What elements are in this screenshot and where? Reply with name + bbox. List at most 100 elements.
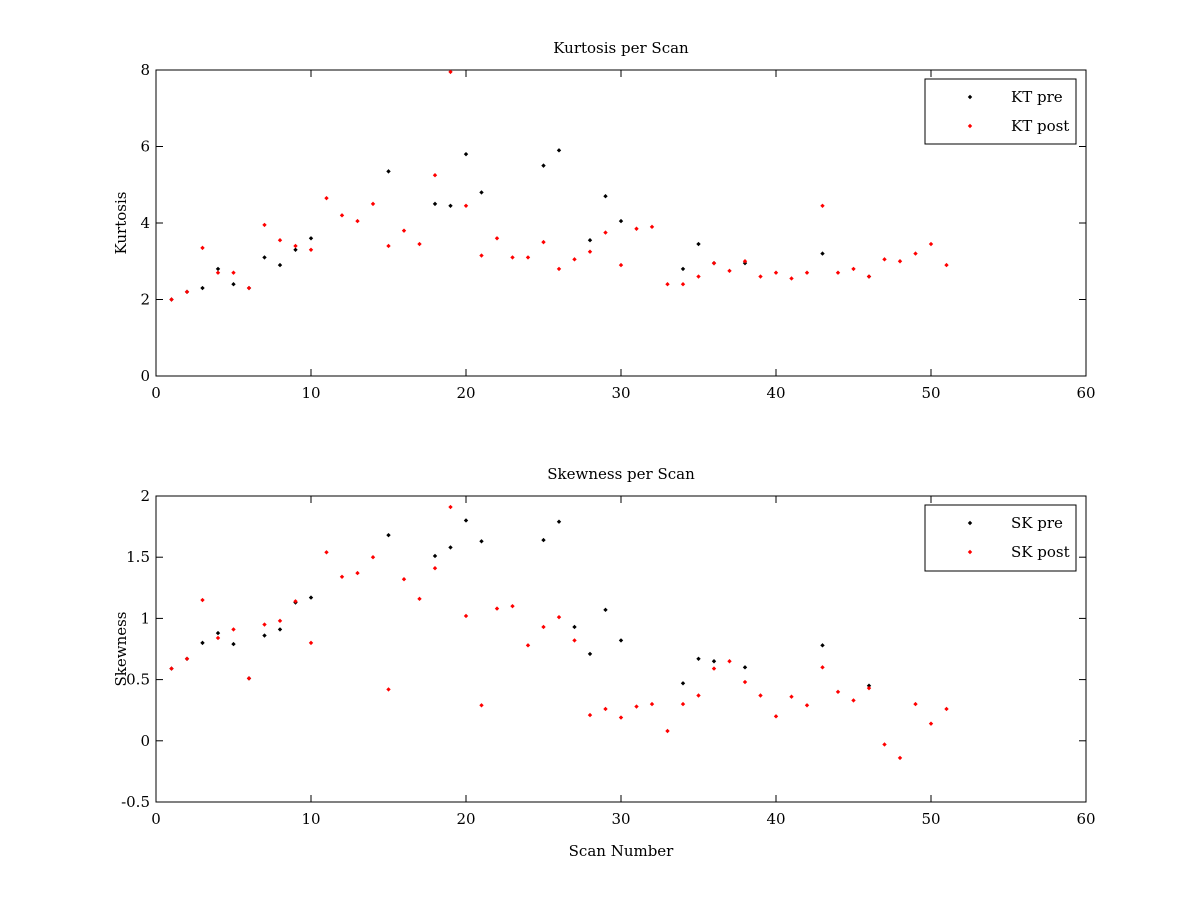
x-tick-label: 10 <box>301 810 320 828</box>
data-point <box>494 236 500 241</box>
x-tick-label: 10 <box>301 384 320 402</box>
data-point <box>169 666 174 671</box>
data-point <box>432 201 438 207</box>
series-sk-post <box>169 504 949 761</box>
data-point <box>293 243 298 249</box>
data-point <box>355 570 360 576</box>
data-point <box>913 251 918 256</box>
data-point <box>262 633 267 638</box>
data-point <box>618 715 624 720</box>
data-point <box>308 640 314 646</box>
y-tick-label: 0.5 <box>126 671 150 689</box>
legend-box <box>924 78 1077 145</box>
data-point <box>742 259 748 264</box>
data-point <box>696 693 701 698</box>
data-point <box>339 213 345 218</box>
data-point <box>231 270 236 275</box>
legend-marker <box>967 94 973 100</box>
data-point <box>866 685 872 691</box>
data-point <box>463 518 469 523</box>
data-point <box>231 282 236 287</box>
data-point <box>386 243 391 249</box>
data-point <box>324 550 329 555</box>
data-point <box>603 230 608 235</box>
data-point <box>448 69 453 75</box>
x-tick-label: 30 <box>611 384 630 402</box>
data-point <box>355 218 360 224</box>
chart-title: Skewness per Scan <box>547 465 695 483</box>
data-point <box>277 627 283 632</box>
x-tick-label: 60 <box>1076 810 1095 828</box>
data-point <box>448 203 453 208</box>
y-tick-label: -0.5 <box>121 793 150 811</box>
x-tick-label: 40 <box>766 384 785 402</box>
y-tick-label: 4 <box>140 214 150 232</box>
data-point <box>680 701 686 707</box>
data-point <box>680 681 686 686</box>
data-point <box>293 599 298 604</box>
legend-label: KT post <box>1011 117 1069 135</box>
data-point <box>835 270 841 275</box>
x-tick-label: 30 <box>611 810 630 828</box>
data-point <box>742 679 748 685</box>
data-point <box>324 195 329 201</box>
data-point <box>680 266 686 272</box>
data-point <box>262 222 267 228</box>
data-point <box>696 656 701 661</box>
data-point <box>696 274 701 279</box>
x-tick-label: 0 <box>151 384 161 402</box>
data-point <box>463 203 469 208</box>
data-point <box>339 574 345 579</box>
data-point <box>308 236 314 241</box>
data-point <box>262 255 267 260</box>
data-point <box>928 241 934 247</box>
data-point <box>525 255 531 260</box>
data-point <box>944 262 949 268</box>
data-point <box>215 270 221 275</box>
legend-marker <box>967 123 973 129</box>
x-tick-label: 60 <box>1076 384 1095 402</box>
data-point <box>401 228 407 233</box>
data-point <box>711 260 717 266</box>
data-point <box>789 276 794 281</box>
data-point <box>370 555 376 560</box>
data-point <box>308 247 314 252</box>
data-point <box>587 712 593 718</box>
data-point <box>928 721 934 726</box>
x-tick-label: 20 <box>456 810 475 828</box>
data-point <box>773 270 779 275</box>
data-point <box>293 247 298 252</box>
data-point <box>634 226 639 231</box>
data-point <box>417 596 422 602</box>
data-point <box>572 624 577 630</box>
data-point <box>277 238 283 243</box>
y-tick-label: 1.5 <box>126 548 150 566</box>
data-point <box>866 274 872 279</box>
data-point <box>494 606 500 611</box>
y-tick-label: 0 <box>140 367 150 385</box>
data-point <box>804 703 810 708</box>
x-tick-label: 50 <box>921 384 940 402</box>
data-point <box>262 622 267 627</box>
data-point <box>200 597 205 603</box>
data-point <box>711 659 717 664</box>
data-point <box>556 519 562 524</box>
data-point <box>587 238 593 243</box>
data-point <box>727 659 732 664</box>
data-point <box>603 194 608 199</box>
data-point <box>541 624 546 630</box>
y-axis-label: Skewness <box>112 611 130 686</box>
legend-label: SK pre <box>1011 514 1063 532</box>
data-point <box>556 266 562 272</box>
chart-title: Kurtosis per Scan <box>553 39 689 57</box>
data-point <box>820 665 825 670</box>
data-point <box>897 259 903 264</box>
data-point <box>541 239 546 245</box>
data-point <box>432 566 438 571</box>
data-point <box>680 282 686 287</box>
data-point <box>463 151 469 157</box>
data-point <box>758 274 763 279</box>
data-point <box>618 218 624 224</box>
